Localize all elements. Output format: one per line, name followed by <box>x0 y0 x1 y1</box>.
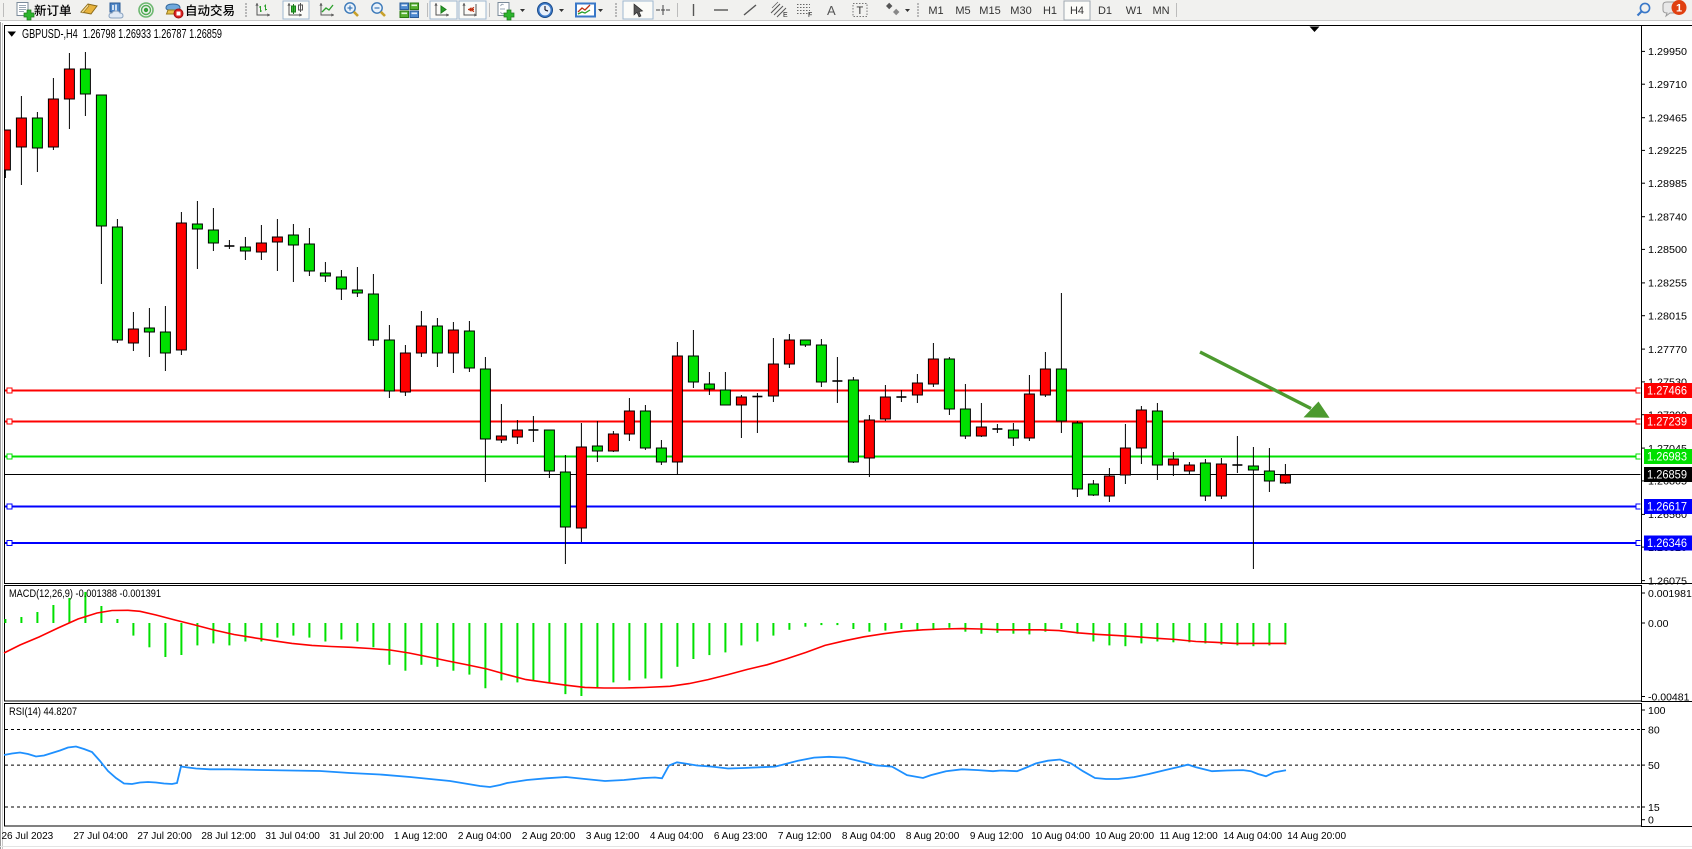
svg-text:4 Aug 04:00: 4 Aug 04:00 <box>650 831 704 842</box>
svg-text:31 Jul 20:00: 31 Jul 20:00 <box>329 831 384 842</box>
svg-text:MN: MN <box>1152 5 1169 17</box>
svg-text:A: A <box>827 3 836 18</box>
svg-text:27 Jul 04:00: 27 Jul 04:00 <box>73 831 128 842</box>
svg-text:1.28985: 1.28985 <box>1648 178 1687 190</box>
svg-text:0.00: 0.00 <box>1648 618 1669 630</box>
svg-text:1.26983: 1.26983 <box>1647 452 1687 464</box>
svg-text:2 Aug 04:00: 2 Aug 04:00 <box>458 831 512 842</box>
svg-text:14 Aug 04:00: 14 Aug 04:00 <box>1223 831 1282 842</box>
svg-text:3 Aug 12:00: 3 Aug 12:00 <box>586 831 640 842</box>
svg-text:8 Aug 20:00: 8 Aug 20:00 <box>906 831 960 842</box>
svg-text:W1: W1 <box>1126 5 1143 17</box>
svg-text:28 Jul 12:00: 28 Jul 12:00 <box>201 831 256 842</box>
svg-text:1.26859: 1.26859 <box>1647 470 1687 482</box>
svg-text:31 Jul 04:00: 31 Jul 04:00 <box>265 831 320 842</box>
svg-text:1: 1 <box>1676 3 1682 15</box>
svg-text:1.29225: 1.29225 <box>1648 145 1687 157</box>
svg-text:M1: M1 <box>928 5 943 17</box>
svg-text:10 Aug 04:00: 10 Aug 04:00 <box>1031 831 1090 842</box>
svg-text:27 Jul 20:00: 27 Jul 20:00 <box>137 831 192 842</box>
svg-text:9 Aug 12:00: 9 Aug 12:00 <box>970 831 1024 842</box>
svg-text:1.26346: 1.26346 <box>1647 538 1687 550</box>
svg-text:80: 80 <box>1648 724 1660 736</box>
svg-text:15: 15 <box>1648 802 1660 814</box>
svg-text:F: F <box>808 12 812 19</box>
svg-text:0.001981: 0.001981 <box>1648 588 1692 600</box>
svg-text:1.27239: 1.27239 <box>1647 417 1687 429</box>
svg-text:T: T <box>857 5 864 17</box>
svg-text:1.28015: 1.28015 <box>1648 311 1687 323</box>
svg-text:6 Aug 23:00: 6 Aug 23:00 <box>714 831 768 842</box>
svg-text:H4: H4 <box>1070 5 1084 17</box>
svg-text:100: 100 <box>1648 705 1666 717</box>
svg-text:1.29710: 1.29710 <box>1648 79 1687 91</box>
svg-text:M5: M5 <box>955 5 970 17</box>
svg-text:1.27770: 1.27770 <box>1648 344 1687 356</box>
svg-text:1.28255: 1.28255 <box>1648 278 1687 290</box>
svg-text:-0.00481: -0.00481 <box>1648 691 1690 703</box>
svg-text:1 Aug 12:00: 1 Aug 12:00 <box>394 831 448 842</box>
svg-text:D1: D1 <box>1098 5 1112 17</box>
svg-text:E: E <box>783 12 788 19</box>
svg-text:0: 0 <box>1648 815 1654 827</box>
svg-text:M30: M30 <box>1010 5 1031 17</box>
svg-text:MACD(12,26,9) -0.001388 -0.001: MACD(12,26,9) -0.001388 -0.001391 <box>9 588 161 600</box>
svg-text:10 Aug 20:00: 10 Aug 20:00 <box>1095 831 1154 842</box>
svg-text:8 Aug 04:00: 8 Aug 04:00 <box>842 831 896 842</box>
svg-text:GBPUSD-,H4 1.26798 1.26933 1.: GBPUSD-,H4 1.26798 1.26933 1.26787 1.268… <box>22 26 222 41</box>
svg-text:7 Aug 12:00: 7 Aug 12:00 <box>778 831 832 842</box>
svg-text:50: 50 <box>1648 760 1660 772</box>
svg-text:1.29950: 1.29950 <box>1648 46 1687 58</box>
svg-text:1.26075: 1.26075 <box>1648 575 1687 587</box>
svg-text:1.26617: 1.26617 <box>1647 502 1687 514</box>
svg-text:26 Jul 2023: 26 Jul 2023 <box>2 831 54 842</box>
svg-text:14 Aug 20:00: 14 Aug 20:00 <box>1287 831 1346 842</box>
svg-text:H1: H1 <box>1043 5 1057 17</box>
svg-text:2 Aug 20:00: 2 Aug 20:00 <box>522 831 576 842</box>
svg-text:11 Aug 12:00: 11 Aug 12:00 <box>1159 831 1218 842</box>
svg-text:M15: M15 <box>979 5 1000 17</box>
svg-text:1.27466: 1.27466 <box>1647 386 1687 398</box>
svg-text:RSI(14) 44.8207: RSI(14) 44.8207 <box>9 706 77 718</box>
svg-text:1.28500: 1.28500 <box>1648 244 1687 256</box>
svg-text:1.29465: 1.29465 <box>1648 113 1687 125</box>
svg-text:1.28740: 1.28740 <box>1648 212 1687 224</box>
